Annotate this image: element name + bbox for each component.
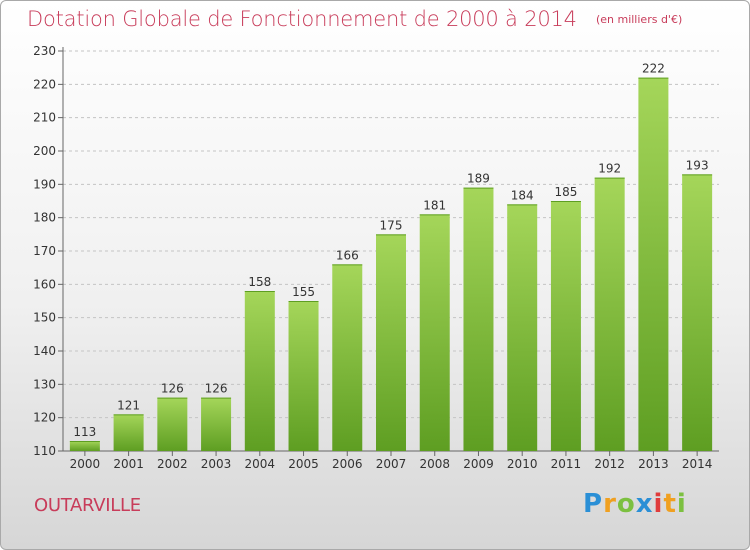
bar-value-label: 166	[336, 248, 359, 262]
x-tick-label: 2006	[332, 457, 363, 471]
x-tick-label: 2013	[638, 457, 669, 471]
bar-value-label: 155	[292, 285, 315, 299]
x-tick-label: 2007	[376, 457, 407, 471]
x-tick-label: 2001	[113, 457, 144, 471]
commune-name: OUTARVILLE	[34, 495, 141, 516]
bar	[507, 204, 538, 451]
logo-letter: i	[653, 489, 664, 519]
proxiti-logo: Proxiti	[583, 489, 687, 519]
bar	[550, 201, 581, 451]
bar	[682, 174, 713, 452]
bar-value-label: 121	[117, 398, 140, 412]
x-tick-label: 2009	[463, 457, 494, 471]
x-tick-label: 2012	[594, 457, 625, 471]
logo-letter: P	[583, 489, 604, 519]
x-tick-label: 2011	[551, 457, 582, 471]
y-tick-label: 120	[33, 411, 56, 425]
y-tick-label: 210	[33, 111, 56, 125]
y-tick-label: 160	[33, 277, 56, 291]
bar	[419, 214, 450, 451]
x-tick-label: 2004	[245, 457, 276, 471]
bar-value-label: 189	[467, 172, 490, 186]
y-tick-label: 180	[33, 211, 56, 225]
bar-value-label: 222	[642, 62, 665, 76]
bar-value-label: 193	[686, 158, 709, 172]
bar	[376, 234, 406, 451]
bar	[201, 397, 232, 451]
bar	[69, 441, 100, 451]
x-tick-label: 2014	[682, 457, 713, 471]
y-tick-label: 170	[33, 244, 56, 258]
logo-letter: r	[603, 489, 617, 519]
bar-value-label: 126	[161, 382, 184, 396]
bar	[332, 264, 363, 451]
y-tick-label: 200	[33, 144, 56, 158]
bar-value-label: 181	[423, 198, 446, 212]
chart-subtitle: (en milliers d'€)	[595, 13, 683, 26]
x-tick-label: 2008	[419, 457, 450, 471]
y-tick-label: 130	[33, 377, 56, 391]
x-tick-label: 2010	[507, 457, 538, 471]
x-tick-label: 2005	[288, 457, 319, 471]
bar	[113, 414, 144, 451]
y-tick-label: 140	[33, 344, 56, 358]
bar-value-label: 192	[598, 162, 621, 176]
bar	[638, 77, 669, 452]
bar	[288, 301, 319, 451]
y-tick-label: 110	[33, 444, 56, 458]
logo-letter: o	[616, 489, 636, 519]
bar-value-label: 184	[511, 188, 534, 202]
y-tick-label: 150	[33, 311, 56, 325]
bar-value-label: 113	[73, 425, 96, 439]
logo-letter: i	[676, 489, 687, 519]
y-tick-label: 230	[33, 44, 56, 58]
bar-value-label: 175	[380, 218, 403, 232]
x-tick-label: 2003	[201, 457, 232, 471]
bar-value-label: 185	[554, 185, 577, 199]
x-tick-label: 2000	[70, 457, 101, 471]
bar	[244, 291, 275, 451]
logo-letter: t	[663, 489, 677, 519]
logo-letter: x	[635, 489, 654, 519]
bar	[463, 187, 494, 451]
chart-title: Dotation Globale de Fonctionnement de 20…	[27, 7, 577, 31]
title-row: Dotation Globale de Fonctionnement de 20…	[27, 7, 682, 31]
bar-value-label: 126	[205, 382, 228, 396]
y-tick-label: 190	[33, 177, 56, 191]
x-tick-label: 2002	[157, 457, 188, 471]
bar	[157, 397, 188, 451]
bar	[594, 177, 625, 451]
y-tick-label: 220	[33, 77, 56, 91]
bar-value-label: 158	[248, 275, 271, 289]
